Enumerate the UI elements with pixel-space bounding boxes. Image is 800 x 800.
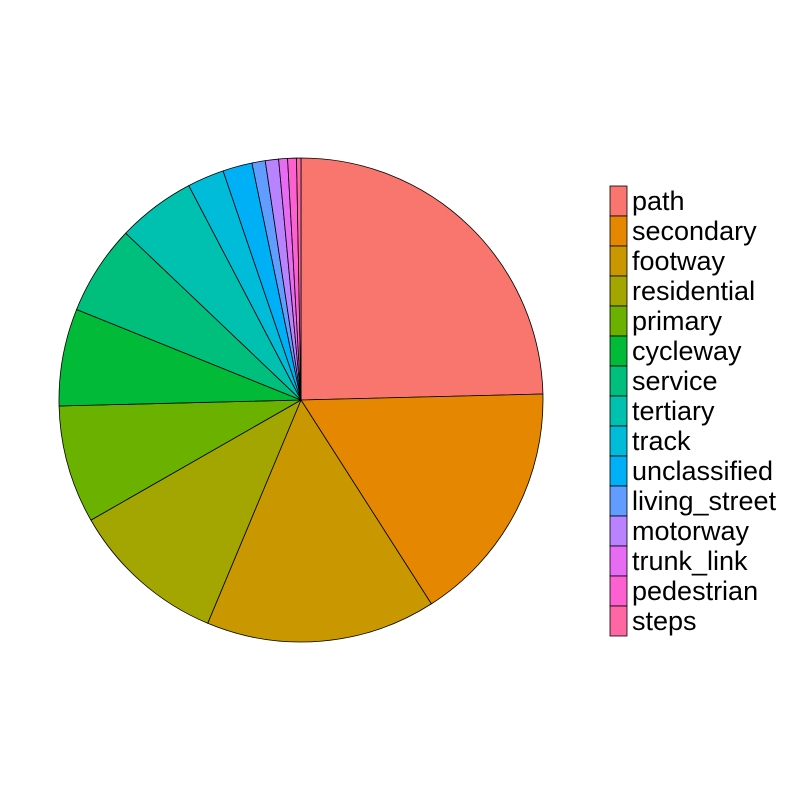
pie-slices <box>58 157 544 643</box>
legend-label-footway: footway <box>632 246 726 276</box>
legend-key-steps <box>609 605 628 637</box>
legend-key-secondary <box>609 215 628 247</box>
pie-slice-primary <box>58 399 302 521</box>
legend-label-residential: residential <box>632 276 755 306</box>
legend-label-secondary: secondary <box>632 216 757 246</box>
legend-key-footway <box>609 245 628 277</box>
legend-label-steps: steps <box>632 606 697 636</box>
legend-key-tertiary <box>609 395 628 427</box>
legend-label-cycleway: cycleway <box>632 336 742 366</box>
legend-label-motorway: motorway <box>632 516 750 546</box>
legend-label-pedestrian: pedestrian <box>632 576 758 606</box>
legend-label-path: path <box>632 186 685 216</box>
legend-key-cycleway <box>609 335 628 367</box>
legend-key-primary <box>609 305 628 337</box>
legend-key-trunk-link <box>609 545 628 577</box>
legend: pathsecondaryfootwayresidentialprimarycy… <box>609 185 777 637</box>
legend-key-service <box>609 365 628 397</box>
pie-slice-footway <box>207 399 432 643</box>
legend-label-living-street: living_street <box>632 486 777 516</box>
legend-key-track <box>609 425 628 457</box>
legend-label-trunk-link: trunk_link <box>632 546 748 576</box>
legend-key-residential <box>609 275 628 307</box>
pie-slice-steps <box>296 157 302 401</box>
pie-slice-secondary <box>300 393 544 605</box>
pie-slice-residential <box>90 399 302 624</box>
legend-label-tertiary: tertiary <box>632 396 715 426</box>
legend-label-unclassified: unclassified <box>632 456 773 486</box>
legend-label-primary: primary <box>632 306 723 336</box>
legend-label-track: track <box>632 426 691 456</box>
legend-key-pedestrian <box>609 575 628 607</box>
legend-key-unclassified <box>609 455 628 487</box>
legend-key-living-street <box>609 485 628 517</box>
legend-key-path <box>609 185 628 217</box>
legend-key-motorway <box>609 515 628 547</box>
legend-label-service: service <box>632 366 718 396</box>
pie-slice-path <box>300 157 544 401</box>
